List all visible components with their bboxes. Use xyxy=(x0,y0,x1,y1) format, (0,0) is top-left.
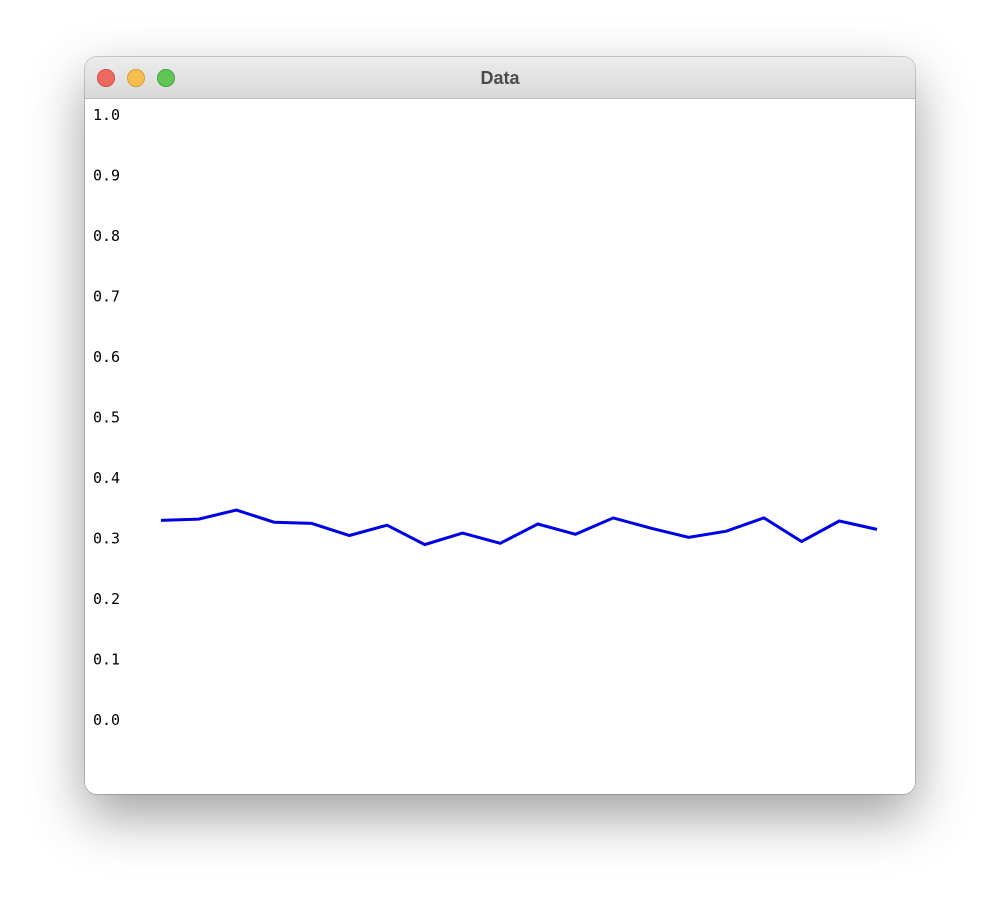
y-tick-label: 0.0 xyxy=(93,711,120,729)
y-tick-label: 0.2 xyxy=(93,590,120,608)
y-tick-label: 0.3 xyxy=(93,530,120,548)
y-axis-ticks: 1.0 0.9 0.8 0.7 0.6 0.5 0.4 0.3 0.2 0.1 0.0 xyxy=(93,106,120,729)
y-tick-label: 0.5 xyxy=(93,409,120,427)
y-tick-label: 0.8 xyxy=(93,227,120,245)
line-chart: 1.0 0.9 0.8 0.7 0.6 0.5 0.4 0.3 0.2 0.1 0.0 xyxy=(93,106,878,729)
window-title: Data xyxy=(480,68,520,88)
y-tick-label: 0.6 xyxy=(93,348,120,366)
zoom-button[interactable] xyxy=(157,69,175,87)
y-tick-label: 0.1 xyxy=(93,651,120,669)
minimize-button[interactable] xyxy=(127,69,145,87)
series-layer xyxy=(160,508,878,547)
y-tick-label: 1.0 xyxy=(93,106,120,124)
y-tick-label: 0.7 xyxy=(93,288,120,306)
series-line xyxy=(160,508,878,547)
chart-area: 1.0 0.9 0.8 0.7 0.6 0.5 0.4 0.3 0.2 0.1 0.0 xyxy=(85,99,915,794)
y-tick-label: 0.4 xyxy=(93,469,120,487)
app-window: Data 1.0 0.9 0.8 0.7 0.6 0.5 0.4 0.3 0.2 0.1 0.0 xyxy=(85,57,915,794)
y-tick-label: 0.9 xyxy=(93,167,120,185)
close-button[interactable] xyxy=(97,69,115,87)
title-bar[interactable]: Data xyxy=(85,57,915,99)
